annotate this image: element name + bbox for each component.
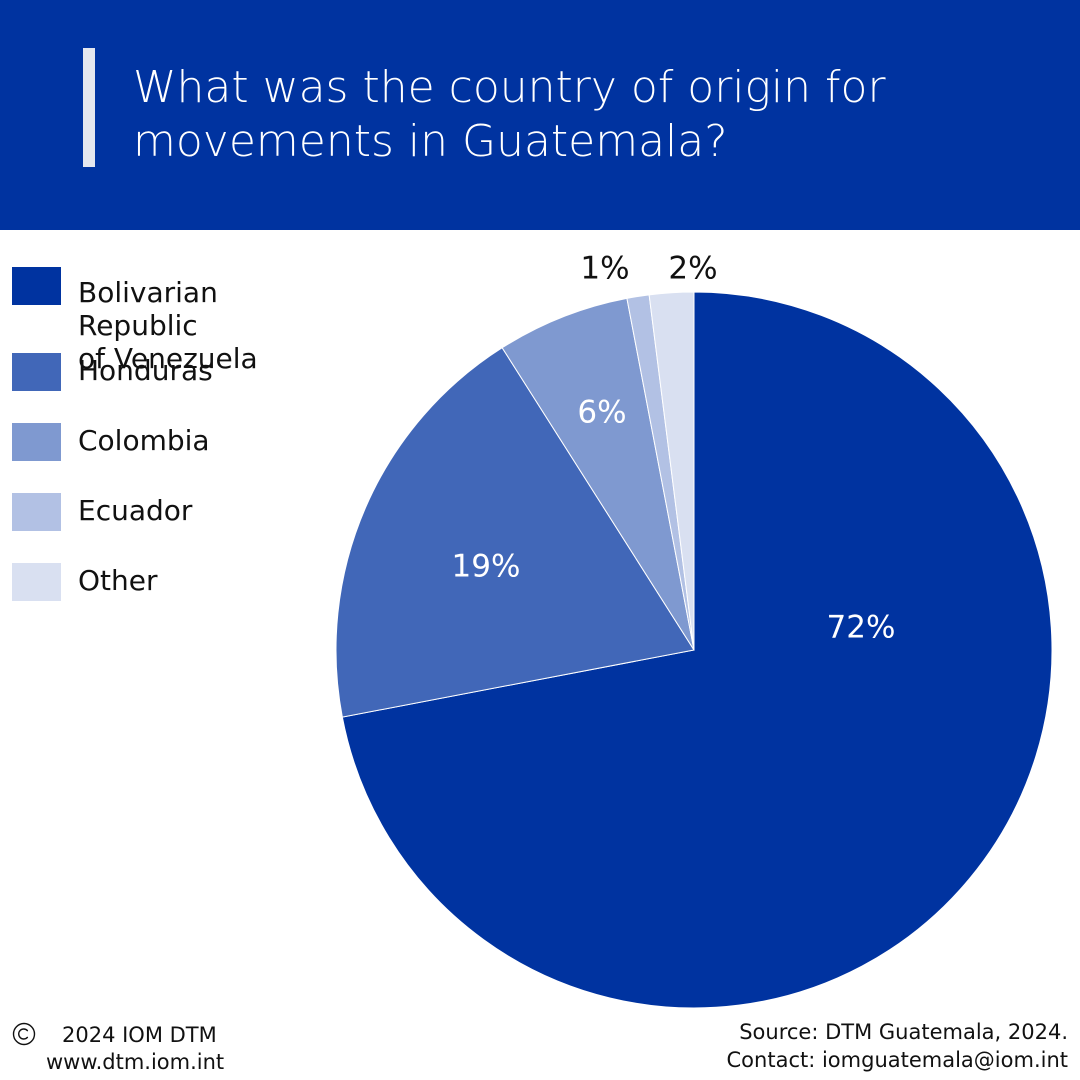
data-label-colombia: 6% bbox=[577, 395, 626, 431]
website-link[interactable]: www.dtm.iom.int bbox=[46, 1050, 225, 1074]
legend-swatch-other bbox=[12, 563, 61, 601]
title-accent-bar bbox=[83, 48, 95, 167]
legend-item-venezuela: Bolivarian Republic of Venezuela bbox=[12, 267, 342, 375]
legend-label-venezuela: Bolivarian Republic of Venezuela bbox=[78, 276, 258, 375]
data-label-ecuador: 1% bbox=[580, 251, 629, 287]
legend-item-other: Other bbox=[12, 563, 342, 603]
data-label-other: 2% bbox=[668, 251, 717, 287]
legend-swatch-ecuador bbox=[12, 493, 61, 531]
footer-copyright-block: 2024 IOM DTM www.dtm.iom.int bbox=[12, 1022, 272, 1076]
legend-label-colombia: Colombia bbox=[78, 424, 210, 457]
legend-swatch-colombia bbox=[12, 423, 61, 461]
data-label-honduras: 19% bbox=[452, 549, 521, 585]
source-text: Source: DTM Guatemala, 2024. bbox=[739, 1020, 1068, 1044]
legend-label-ecuador: Ecuador bbox=[78, 494, 193, 527]
copyright-icon bbox=[12, 1022, 36, 1046]
legend-label-other: Other bbox=[78, 564, 158, 597]
legend-item-ecuador: Ecuador bbox=[12, 493, 342, 533]
title-banner: What was the country of origin for movem… bbox=[0, 0, 1080, 230]
page-title: What was the country of origin for movem… bbox=[133, 62, 886, 167]
legend-swatch-venezuela bbox=[12, 267, 61, 305]
legend-item-honduras: Honduras bbox=[12, 353, 342, 393]
copyright-text: 2024 IOM DTM bbox=[62, 1023, 217, 1047]
legend-label-honduras: Honduras bbox=[78, 354, 213, 387]
contact-email-link[interactable]: Contact: iomguatemala@iom.int bbox=[726, 1048, 1068, 1072]
pie-slice-other bbox=[648, 291, 695, 651]
pie-slice-colombia bbox=[501, 297, 695, 651]
data-label-venezuela: 72% bbox=[827, 610, 896, 646]
pie-slice-honduras bbox=[335, 347, 695, 718]
legend-item-colombia: Colombia bbox=[12, 423, 342, 463]
footer-source-block: Source: DTM Guatemala, 2024. Contact: io… bbox=[708, 1018, 1068, 1074]
legend-swatch-honduras bbox=[12, 353, 61, 391]
pie-slice-venezuela bbox=[341, 291, 1053, 1009]
